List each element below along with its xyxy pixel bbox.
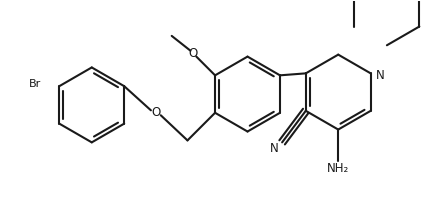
Text: Br: Br [29,79,42,89]
Text: O: O [151,106,160,119]
Text: N: N [270,142,278,155]
Text: N: N [376,69,385,82]
Text: NH₂: NH₂ [327,163,349,176]
Text: O: O [189,47,198,60]
